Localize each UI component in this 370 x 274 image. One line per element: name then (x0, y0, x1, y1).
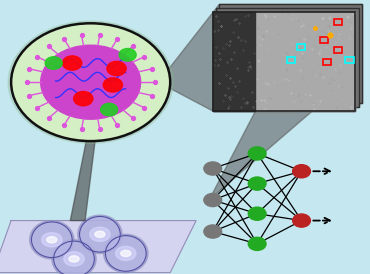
Ellipse shape (52, 240, 96, 274)
Ellipse shape (95, 231, 105, 237)
Circle shape (107, 61, 126, 76)
Circle shape (293, 165, 310, 178)
Bar (334, 47, 342, 53)
Ellipse shape (54, 241, 94, 274)
Ellipse shape (47, 237, 57, 243)
Bar (213, 12, 355, 111)
Ellipse shape (104, 234, 148, 273)
Bar (323, 59, 331, 65)
Polygon shape (158, 4, 219, 111)
Ellipse shape (31, 222, 72, 258)
Ellipse shape (30, 221, 74, 259)
Bar (216, 8, 359, 107)
Circle shape (74, 92, 93, 106)
Circle shape (41, 45, 141, 119)
Circle shape (248, 237, 266, 250)
Polygon shape (209, 111, 312, 200)
Circle shape (119, 48, 136, 61)
Ellipse shape (105, 236, 146, 271)
Circle shape (11, 23, 170, 141)
Polygon shape (70, 141, 95, 221)
Ellipse shape (116, 246, 136, 261)
Polygon shape (213, 12, 255, 111)
Bar (213, 12, 355, 111)
Circle shape (101, 103, 118, 116)
Polygon shape (255, 12, 355, 111)
Bar (346, 57, 354, 63)
Circle shape (8, 21, 173, 143)
Ellipse shape (69, 256, 79, 262)
Ellipse shape (41, 233, 62, 247)
Ellipse shape (78, 215, 122, 253)
Bar (320, 37, 328, 43)
Circle shape (204, 225, 222, 238)
Circle shape (204, 162, 222, 175)
Circle shape (45, 57, 62, 69)
Bar (213, 12, 355, 111)
Circle shape (63, 56, 82, 70)
Circle shape (248, 207, 266, 220)
Circle shape (248, 177, 266, 190)
Circle shape (11, 23, 170, 141)
Ellipse shape (90, 227, 110, 241)
Circle shape (248, 147, 266, 160)
Bar (219, 4, 362, 103)
Bar (297, 44, 305, 50)
Bar (334, 19, 342, 25)
Ellipse shape (64, 252, 84, 266)
Polygon shape (0, 221, 196, 273)
Circle shape (204, 193, 222, 207)
Ellipse shape (121, 250, 131, 256)
Bar (216, 8, 359, 107)
Bar (219, 4, 362, 103)
Circle shape (103, 78, 122, 92)
Bar (287, 57, 295, 63)
Circle shape (293, 214, 310, 227)
Ellipse shape (80, 216, 120, 252)
